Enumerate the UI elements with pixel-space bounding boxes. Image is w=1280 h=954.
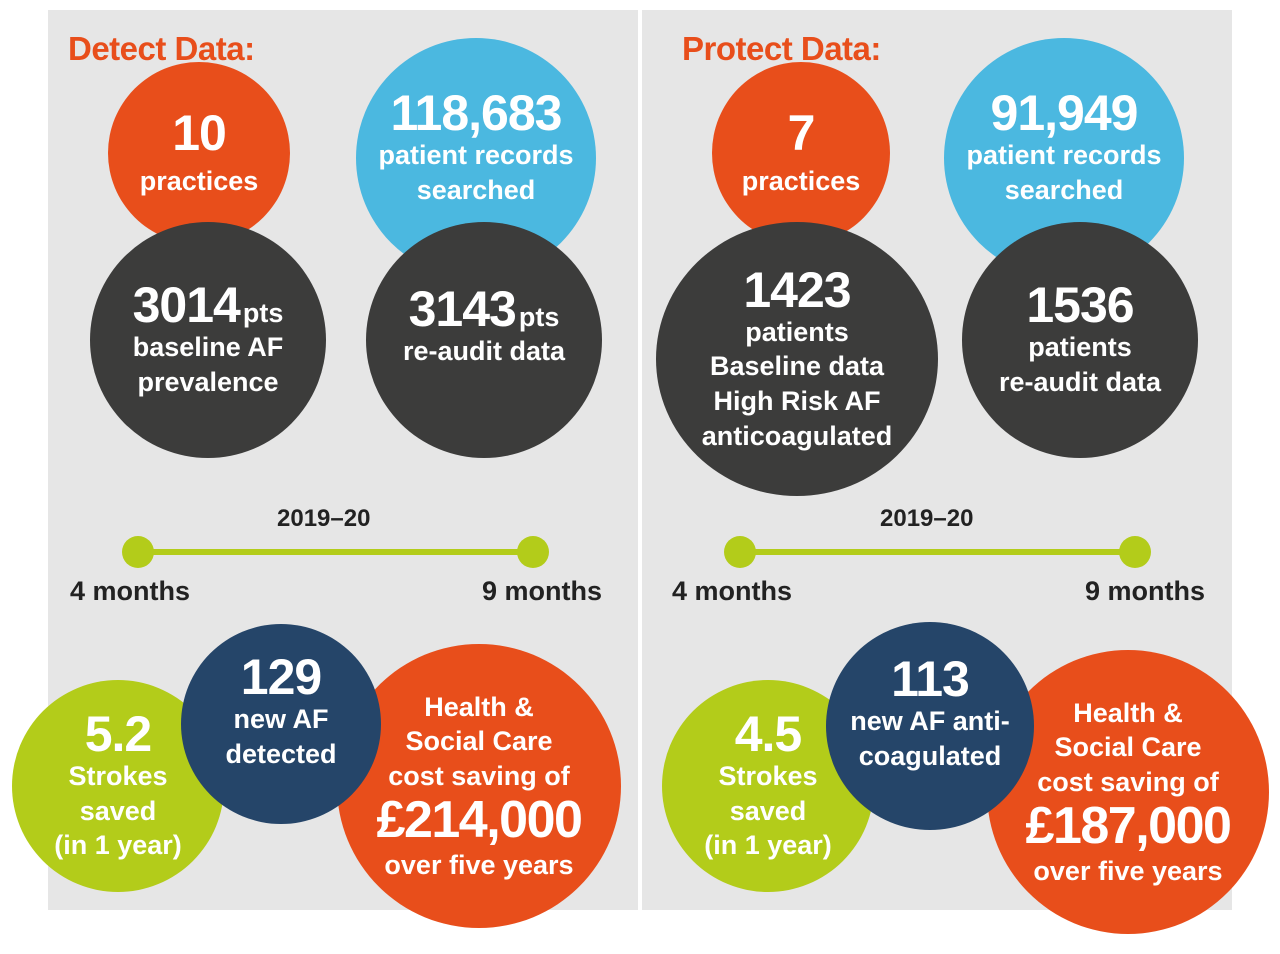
detect-new-af-line2: detected — [225, 739, 337, 769]
protect-saving-circle: Health & Social Care cost saving of £187… — [987, 650, 1269, 934]
protect-timeline-line — [741, 549, 1135, 555]
detect-records-circle: 118,683 patient records searched — [356, 38, 596, 278]
detect-baseline-unit: pts — [242, 298, 284, 329]
protect-timeline-end-label: 9 months — [1085, 576, 1206, 606]
protect-new-af-line1: new AF anti- — [850, 706, 1010, 737]
detect-reaudit-circle: 3143 pts re-audit data — [366, 222, 602, 458]
panel-divider — [638, 0, 642, 954]
protect-records-line1: patient records — [966, 140, 1162, 171]
detect-heading: Detect Data: — [68, 30, 255, 67]
protect-reaudit-circle: 1536 patients re-audit data — [962, 222, 1198, 458]
protect-new-af-circle: 113 new AF anti- coagulated — [826, 622, 1034, 830]
detect-reaudit-line1: re-audit data — [402, 335, 566, 366]
detect-new-af-line1: new AF — [233, 704, 329, 735]
protect-reaudit-value: 1536 — [1026, 277, 1134, 334]
detect-practices-value: 10 — [172, 104, 227, 161]
detect-strokes-line2: saved — [79, 795, 157, 826]
protect-practices-label: practices — [741, 165, 861, 196]
protect-records-line2: searched — [1004, 175, 1124, 205]
protect-new-af-line2: coagulated — [858, 741, 1002, 771]
protect-saving-line1: Health & — [1073, 697, 1183, 728]
protect-baseline-value: 1423 — [743, 261, 851, 318]
protect-strokes-value: 4.5 — [734, 706, 803, 763]
detect-timeline-start-label: 4 months — [70, 576, 191, 606]
detect-reaudit-unit: pts — [518, 301, 560, 332]
detect-saving-line1: Health & — [424, 691, 534, 722]
protect-saving-value: £187,000 — [1025, 797, 1232, 856]
protect-baseline-line4: anticoagulated — [701, 420, 893, 451]
detect-records-value: 118,683 — [390, 85, 563, 142]
detect-timeline-line — [139, 549, 533, 555]
protect-timeline-start-dot — [724, 536, 756, 568]
protect-saving-line3: cost saving of — [1037, 766, 1219, 797]
detect-baseline-value: 3014 — [132, 277, 241, 334]
protect-baseline-line2: Baseline data — [709, 351, 885, 382]
protect-strokes-line2: saved — [729, 795, 807, 826]
protect-strokes-line3: (in 1 year) — [704, 830, 832, 861]
detect-baseline-line1: baseline AF — [132, 332, 284, 363]
detect-saving-line4: over five years — [384, 849, 574, 880]
protect-timeline-end-dot — [1119, 536, 1151, 568]
detect-baseline-circle: 3014 pts baseline AF prevalence — [90, 222, 326, 458]
detect-reaudit-value: 3143 — [408, 280, 517, 337]
detect-timeline-start-dot — [122, 536, 154, 568]
protect-timeline-year: 2019–20 — [880, 505, 974, 532]
protect-new-af-value: 113 — [891, 651, 970, 708]
protect-baseline-line1: patients — [745, 316, 849, 347]
detect-strokes-value: 5.2 — [84, 706, 153, 763]
protect-reaudit-line2: re-audit data — [998, 367, 1162, 397]
protect-saving-line4: over five years — [1033, 855, 1223, 886]
protect-practices-value: 7 — [787, 104, 816, 161]
protect-records-circle: 91,949 patient records searched — [944, 38, 1184, 278]
detect-new-af-circle: 129 new AF detected — [181, 624, 381, 824]
protect-reaudit-line1: patients — [1028, 332, 1132, 363]
detect-strokes-line1: Strokes — [68, 761, 168, 792]
detect-timeline-end-label: 9 months — [482, 576, 603, 606]
protect-records-value: 91,949 — [990, 85, 1139, 142]
protect-practices-circle: 7 practices — [712, 62, 890, 244]
protect-baseline-line3: High Risk AF — [713, 386, 881, 416]
protect-saving-line2: Social Care — [1054, 732, 1202, 763]
detect-timeline-year: 2019–20 — [277, 505, 371, 532]
detect-records-line1: patient records — [378, 140, 574, 171]
detect-practices-circle: 10 practices — [108, 62, 290, 244]
detect-new-af-value: 129 — [240, 649, 322, 706]
detect-saving-line3: cost saving of — [388, 760, 570, 791]
protect-timeline-start-label: 4 months — [672, 576, 793, 606]
detect-records-line2: searched — [416, 175, 536, 205]
protect-strokes-line1: Strokes — [718, 761, 818, 792]
detect-practices-label: practices — [139, 165, 259, 196]
detect-saving-line2: Social Care — [405, 726, 553, 757]
detect-strokes-line3: (in 1 year) — [54, 830, 182, 861]
detect-saving-value: £214,000 — [376, 791, 583, 850]
protect-baseline-circle: 1423 patients Baseline data High Risk AF… — [656, 222, 938, 496]
protect-heading: Protect Data: — [682, 30, 881, 67]
detect-saving-circle: Health & Social Care cost saving of £214… — [337, 644, 621, 928]
detect-timeline-end-dot — [517, 536, 549, 568]
detect-baseline-line2: prevalence — [137, 367, 279, 397]
